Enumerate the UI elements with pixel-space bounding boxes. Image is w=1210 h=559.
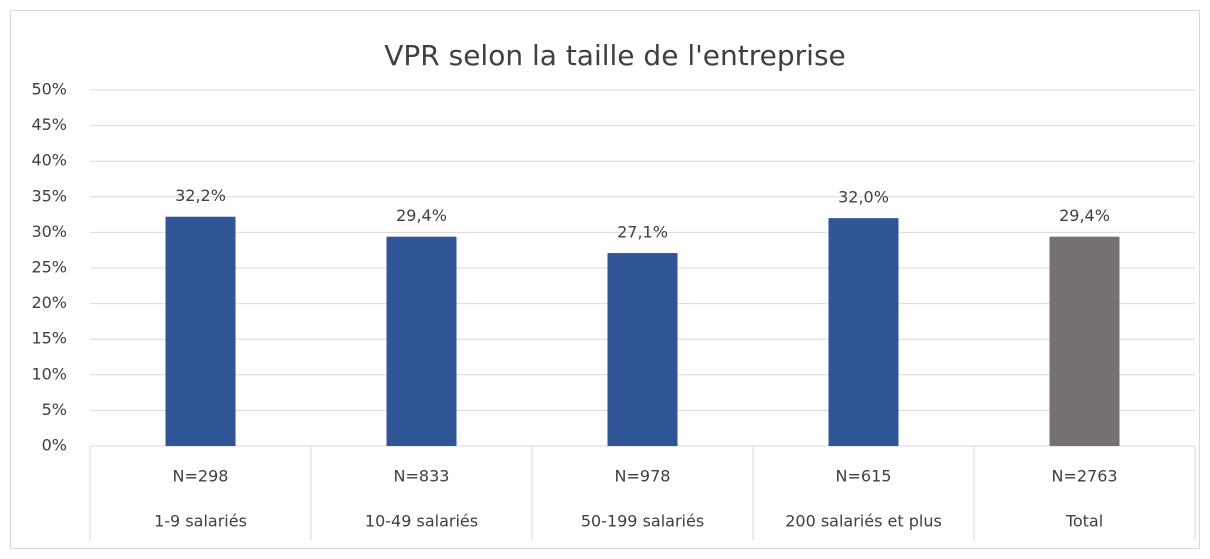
value-label: 29,4% bbox=[1059, 206, 1110, 225]
y-tick-label: 50% bbox=[31, 80, 67, 99]
y-tick-label: 15% bbox=[31, 329, 67, 348]
value-label: 27,1% bbox=[617, 223, 668, 242]
x-tick-label: 1-9 salariés bbox=[154, 512, 247, 531]
x-tick-label: 10-49 salariés bbox=[365, 512, 478, 531]
bar bbox=[1049, 236, 1120, 446]
y-tick-label: 45% bbox=[31, 115, 67, 134]
y-tick-label: 40% bbox=[31, 151, 67, 170]
x-tick-count: N=978 bbox=[615, 467, 671, 486]
x-tick-count: N=2763 bbox=[1051, 467, 1117, 486]
x-tick-count: N=298 bbox=[173, 467, 229, 486]
value-label: 32,2% bbox=[175, 186, 226, 205]
y-tick-label: 30% bbox=[31, 222, 67, 241]
y-tick-label: 5% bbox=[42, 400, 67, 419]
bar bbox=[828, 218, 899, 446]
x-tick-label: 200 salariés et plus bbox=[785, 512, 942, 531]
x-tick-label: Total bbox=[1065, 512, 1103, 531]
y-tick-label: 0% bbox=[42, 436, 67, 455]
y-tick-label: 20% bbox=[31, 293, 67, 312]
y-tick-label: 35% bbox=[31, 186, 67, 205]
x-tick-label: 50-199 salariés bbox=[581, 512, 704, 531]
x-tick-count: N=833 bbox=[394, 467, 450, 486]
chart-title: VPR selon la taille de l'entreprise bbox=[384, 39, 846, 72]
value-label: 29,4% bbox=[396, 206, 447, 225]
bar bbox=[165, 216, 236, 446]
value-label: 32,0% bbox=[838, 188, 889, 207]
bar bbox=[386, 236, 457, 446]
x-tick-count: N=615 bbox=[836, 467, 892, 486]
y-tick-label: 10% bbox=[31, 364, 67, 383]
y-tick-label: 25% bbox=[31, 258, 67, 277]
bar bbox=[607, 253, 678, 446]
